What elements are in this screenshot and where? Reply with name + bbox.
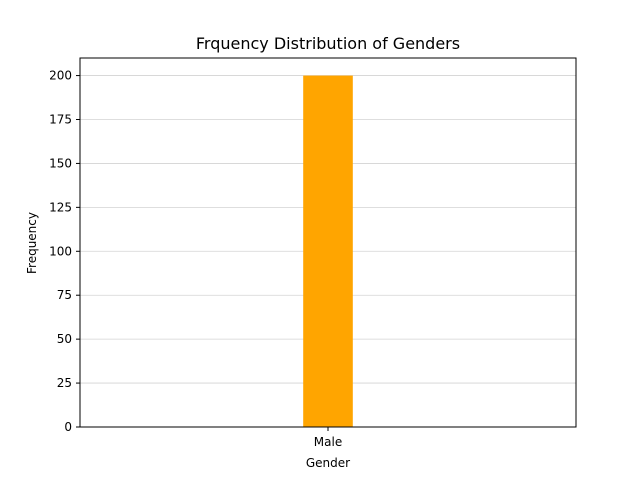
y-tick-label: 125: [49, 200, 72, 214]
y-tick-label: 175: [49, 113, 72, 127]
y-tick-label: 0: [64, 420, 72, 434]
x-axis-label: Gender: [306, 456, 350, 470]
y-tick-label: 150: [49, 156, 72, 170]
y-tick-label: 50: [57, 332, 72, 346]
chart-title: Frquency Distribution of Genders: [196, 34, 460, 53]
bars: [303, 75, 353, 428]
y-axis-ticks: 0 25 50 75 100 125 150 175 200: [49, 69, 80, 434]
y-tick-label: 200: [49, 69, 72, 83]
y-tick-label: 75: [57, 288, 72, 302]
y-tick-label: 25: [57, 376, 72, 390]
y-tick-label: 100: [49, 244, 72, 258]
x-axis-ticks: Male: [314, 427, 342, 449]
y-axis-label: Frequency: [25, 212, 39, 274]
x-tick-label: Male: [314, 435, 342, 449]
bar-male: [303, 75, 353, 428]
